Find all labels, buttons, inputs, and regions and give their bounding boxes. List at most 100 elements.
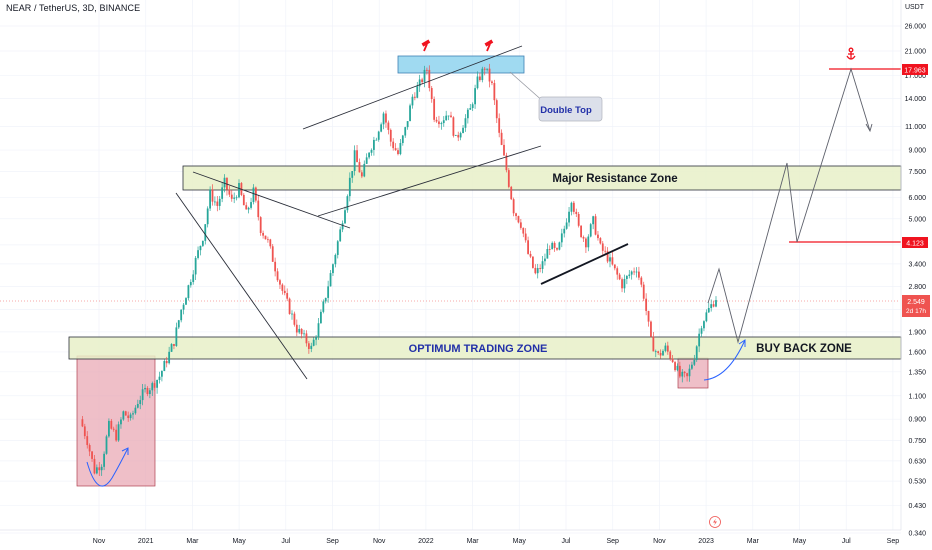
support-trend-line: [540, 243, 629, 285]
candle-body: [594, 216, 597, 235]
candle-body: [592, 216, 595, 225]
candle-body: [139, 400, 142, 404]
candle-body: [168, 351, 171, 364]
candle-body: [230, 194, 233, 199]
time-tick-label: Sep: [326, 538, 339, 545]
candle-body: [715, 300, 717, 307]
time-tick-label: Mar: [747, 538, 760, 545]
candle-body: [695, 346, 698, 360]
candle-body: [344, 210, 346, 224]
candle-body: [346, 196, 349, 211]
candle-body: [471, 104, 474, 109]
candle-body: [360, 172, 363, 177]
candle-body: [440, 123, 443, 125]
candle-body: [206, 208, 209, 225]
double-top-box: [397, 55, 525, 74]
candle-body: [433, 99, 436, 120]
candle-body: [317, 323, 320, 338]
candle-body: [652, 336, 655, 352]
price-axis[interactable]: 26.000 21.000 17.000 14.000 11.000 9.000 7.500…: [900, 0, 927, 538]
candle-body: [387, 122, 390, 130]
candle-body: [286, 293, 289, 299]
candle-body: [604, 250, 607, 252]
candle-body: [486, 68, 489, 70]
candle-body: [382, 113, 385, 125]
hammer-icon[interactable]: [484, 39, 494, 52]
candle-body: [524, 233, 527, 241]
price-tick-label: 14.000: [905, 96, 927, 103]
symbol-title[interactable]: NEAR / TetherUS, 3D, BINANCE: [6, 3, 141, 13]
candle-body: [541, 261, 544, 269]
candle-body: [409, 105, 411, 122]
candle-body: [370, 149, 373, 153]
candle-body: [194, 257, 197, 275]
candle-body: [413, 96, 416, 98]
candle-body: [83, 426, 86, 437]
current-price-tag-text: 2.549: [907, 299, 925, 306]
candle-body: [691, 364, 693, 369]
projection-path: [707, 67, 871, 344]
candle-body: [341, 223, 344, 230]
candle-body: [177, 320, 180, 328]
candle-body: [247, 207, 250, 210]
price-tick-label: 5.000: [908, 216, 926, 223]
candle-body: [481, 68, 484, 81]
candle-body: [259, 217, 262, 233]
candle-body: [546, 249, 549, 259]
candle-body: [476, 76, 479, 89]
candle-body: [647, 310, 650, 322]
candle-body: [616, 268, 619, 275]
time-tick-label: 2021: [138, 538, 154, 545]
candle-body: [491, 81, 493, 84]
callout-pointer: [509, 71, 546, 104]
candle-body: [558, 242, 561, 250]
candle-body: [274, 261, 277, 272]
candle-body: [134, 407, 137, 414]
candle-body: [399, 143, 402, 155]
candle-body: [447, 115, 450, 117]
candle-body: [348, 177, 351, 197]
candle-body: [650, 321, 652, 337]
candle-body: [710, 304, 713, 309]
time-axis[interactable]: Nov 2021 Mar May Jul Sep Nov 2022 Mar May Jul Sep No…: [0, 529, 901, 545]
candle-body: [572, 202, 575, 212]
time-tick-label: Nov: [653, 538, 666, 545]
chart-icons: [421, 39, 856, 528]
candle-body: [182, 304, 185, 310]
target-high-tag-text: 17.963: [904, 68, 926, 75]
price-tick-label: 7.500: [908, 169, 926, 176]
candle-body: [469, 108, 472, 110]
candle-body: [267, 239, 269, 241]
candle-body: [262, 232, 264, 236]
candle-body: [428, 69, 431, 89]
candle-body: [570, 202, 573, 212]
candle-body: [625, 275, 628, 280]
candle-body: [488, 68, 491, 82]
candle-body: [536, 268, 539, 274]
candle-body: [271, 246, 274, 262]
candle-body: [435, 119, 438, 122]
price-tick-label: 1.100: [908, 393, 926, 400]
price-tick-label: 1.900: [908, 329, 926, 336]
candle-body: [315, 337, 317, 340]
hammer-icon[interactable]: [421, 39, 431, 52]
candle-body: [211, 189, 214, 202]
candle-body: [589, 224, 592, 237]
candle-body: [189, 282, 192, 286]
time-tick-label: Jul: [281, 538, 290, 545]
price-tick-label: 0.340: [908, 531, 926, 538]
channel-lower-line: [317, 145, 542, 217]
candle-body: [539, 268, 542, 269]
candle-body: [363, 163, 366, 177]
candle-body: [365, 157, 368, 164]
candle-body: [560, 233, 563, 243]
candle-body: [380, 124, 383, 132]
anchor-icon[interactable]: [846, 47, 856, 60]
lightning-icon[interactable]: [709, 516, 721, 528]
candle-body: [548, 249, 551, 250]
candle-body: [218, 198, 221, 206]
candle-body: [81, 419, 84, 427]
candle-body: [474, 88, 476, 105]
